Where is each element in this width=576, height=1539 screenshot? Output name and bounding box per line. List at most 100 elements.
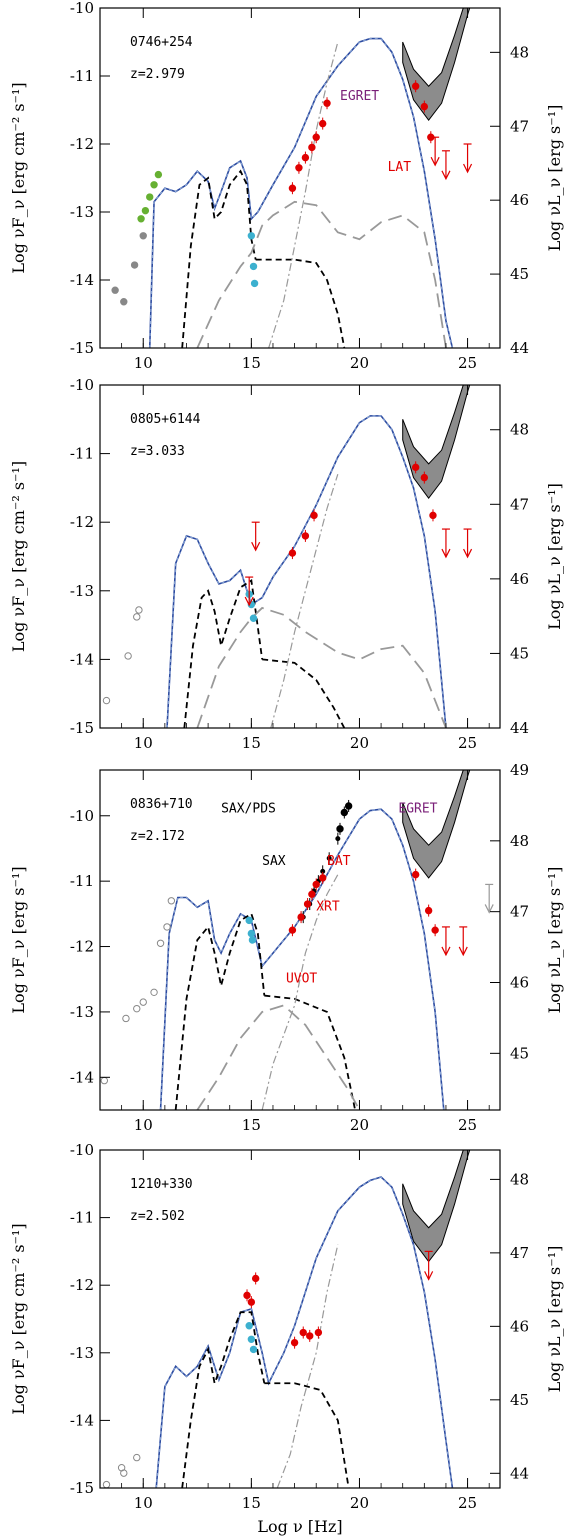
y-tick-label: -14 xyxy=(70,271,94,289)
sensitivity-band xyxy=(402,8,471,122)
point-sax_pds xyxy=(340,808,349,817)
right-tick-label: 47 xyxy=(510,903,529,921)
point-radio_grey xyxy=(124,652,132,660)
y-tick-label: -11 xyxy=(70,67,94,85)
right-tick-label: 46 xyxy=(510,570,529,588)
point-xray_red xyxy=(319,874,327,882)
right-tick-label: 47 xyxy=(510,1244,529,1262)
y-tick-label: -14 xyxy=(70,650,94,668)
y-tick-label: -15 xyxy=(70,719,94,737)
source-name: 0805+6144 xyxy=(130,412,201,427)
y-tick-label: -11 xyxy=(70,872,94,890)
point-uv_cyan xyxy=(245,916,253,925)
point-xray_red xyxy=(319,119,327,128)
point-opt_red xyxy=(247,1298,256,1306)
sensitivity-band xyxy=(402,1150,471,1263)
y-tick-label: -14 xyxy=(70,1411,94,1429)
point-uv_cyan xyxy=(249,262,258,271)
point-ir_green xyxy=(146,193,154,201)
right-tick-label: 48 xyxy=(510,43,529,61)
right-tick-label: 45 xyxy=(510,1044,529,1062)
point-radio_grey xyxy=(102,696,111,705)
y-tick-label: -10 xyxy=(70,376,94,394)
right-tick-label: 45 xyxy=(510,265,529,283)
upper-limit-arrow xyxy=(441,170,451,181)
point-lat_red xyxy=(411,870,420,879)
point-sax xyxy=(326,855,332,861)
right-tick-label: 44 xyxy=(510,339,529,357)
sensitivity-band xyxy=(402,770,471,879)
right-axis-label: Log νL_ν [erg s⁻¹] xyxy=(545,1246,564,1393)
upper-limit-arrow xyxy=(484,904,494,914)
point-radio_grey xyxy=(139,232,147,240)
right-tick-label: 45 xyxy=(510,1391,529,1409)
point-xray_red xyxy=(290,1338,299,1347)
point-radio_grey xyxy=(167,897,176,905)
y-axis-label: Log νF_ν [erg cm⁻² s⁻¹] xyxy=(9,82,28,273)
point-xray_red xyxy=(312,133,320,141)
point-xray_red xyxy=(306,1332,314,1340)
series-model-overlay xyxy=(149,38,453,348)
annotation-egret: EGRET xyxy=(398,802,437,817)
x-tick-label: 20 xyxy=(350,1116,369,1134)
y-tick-label: -10 xyxy=(70,807,94,825)
point-radio_grey xyxy=(133,1004,141,1013)
point-xray_red xyxy=(288,184,297,192)
right-tick-label: 47 xyxy=(510,495,529,513)
upper-limit-arrow xyxy=(244,596,254,607)
y-axis-label: Log νF_ν [erg cm⁻² s⁻¹] xyxy=(9,461,28,652)
right-tick-label: 46 xyxy=(510,1317,529,1335)
source-name: 1210+330 xyxy=(130,1177,193,1192)
right-tick-label: 48 xyxy=(510,1170,529,1188)
right-axis-label: Log νL_ν [erg s⁻¹] xyxy=(545,867,564,1014)
point-uv_cyan xyxy=(250,279,259,288)
series-model xyxy=(159,808,445,1110)
y-tick-label: -12 xyxy=(70,1276,94,1294)
y-tick-label: -13 xyxy=(70,203,94,221)
x-tick-label: 25 xyxy=(458,734,477,752)
point-radio_grey xyxy=(163,923,171,931)
x-tick-label: 15 xyxy=(242,734,261,752)
series-disc xyxy=(181,1311,266,1488)
y-tick-label: -15 xyxy=(70,339,94,357)
upper-limit-arrow xyxy=(430,156,440,167)
series-torus_x xyxy=(264,1382,350,1488)
point-radio_grey xyxy=(130,261,139,269)
series-torus_x xyxy=(262,658,346,728)
upper-limit-arrow xyxy=(251,541,261,552)
point-radio_grey xyxy=(135,606,143,614)
point-radio_grey xyxy=(120,1469,128,1477)
upper-limit-arrow xyxy=(441,946,451,957)
upper-limit-arrow xyxy=(463,163,473,174)
point-xray_red xyxy=(303,900,312,908)
series-disc xyxy=(183,579,264,728)
annotation-xrt: XRT xyxy=(316,900,340,915)
point-lat_red xyxy=(424,906,433,915)
point-radio_grey xyxy=(156,939,165,947)
point-uv_cyan xyxy=(247,232,256,240)
point-xray_red xyxy=(310,511,318,520)
annotation-sax: SAX xyxy=(262,854,286,869)
annotation-egret: EGRET xyxy=(340,89,379,104)
redshift-label: z=3.033 xyxy=(130,444,185,459)
point-uv_cyan xyxy=(247,929,256,938)
series-model-overlay xyxy=(155,1176,453,1488)
x-tick-label: 15 xyxy=(242,1494,261,1512)
series-model xyxy=(148,37,454,348)
plot-frame xyxy=(99,7,501,349)
point-xray_red xyxy=(297,913,305,921)
series-ssc xyxy=(196,200,447,348)
x-tick-label: 10 xyxy=(134,1494,153,1512)
point-xray_red xyxy=(312,880,320,889)
series-torus_x xyxy=(255,258,346,348)
upper-limit-arrow xyxy=(441,548,451,559)
point-xray_red xyxy=(288,926,297,934)
y-tick-label: -14 xyxy=(70,1068,94,1086)
series-disc xyxy=(174,912,266,1110)
point-xray_red xyxy=(295,164,303,172)
point-lat_red xyxy=(431,926,439,934)
series-model-overlay xyxy=(166,415,447,728)
annotation-sax-pds: SAX/PDS xyxy=(221,802,276,817)
upper-limit-arrow xyxy=(424,1271,434,1281)
